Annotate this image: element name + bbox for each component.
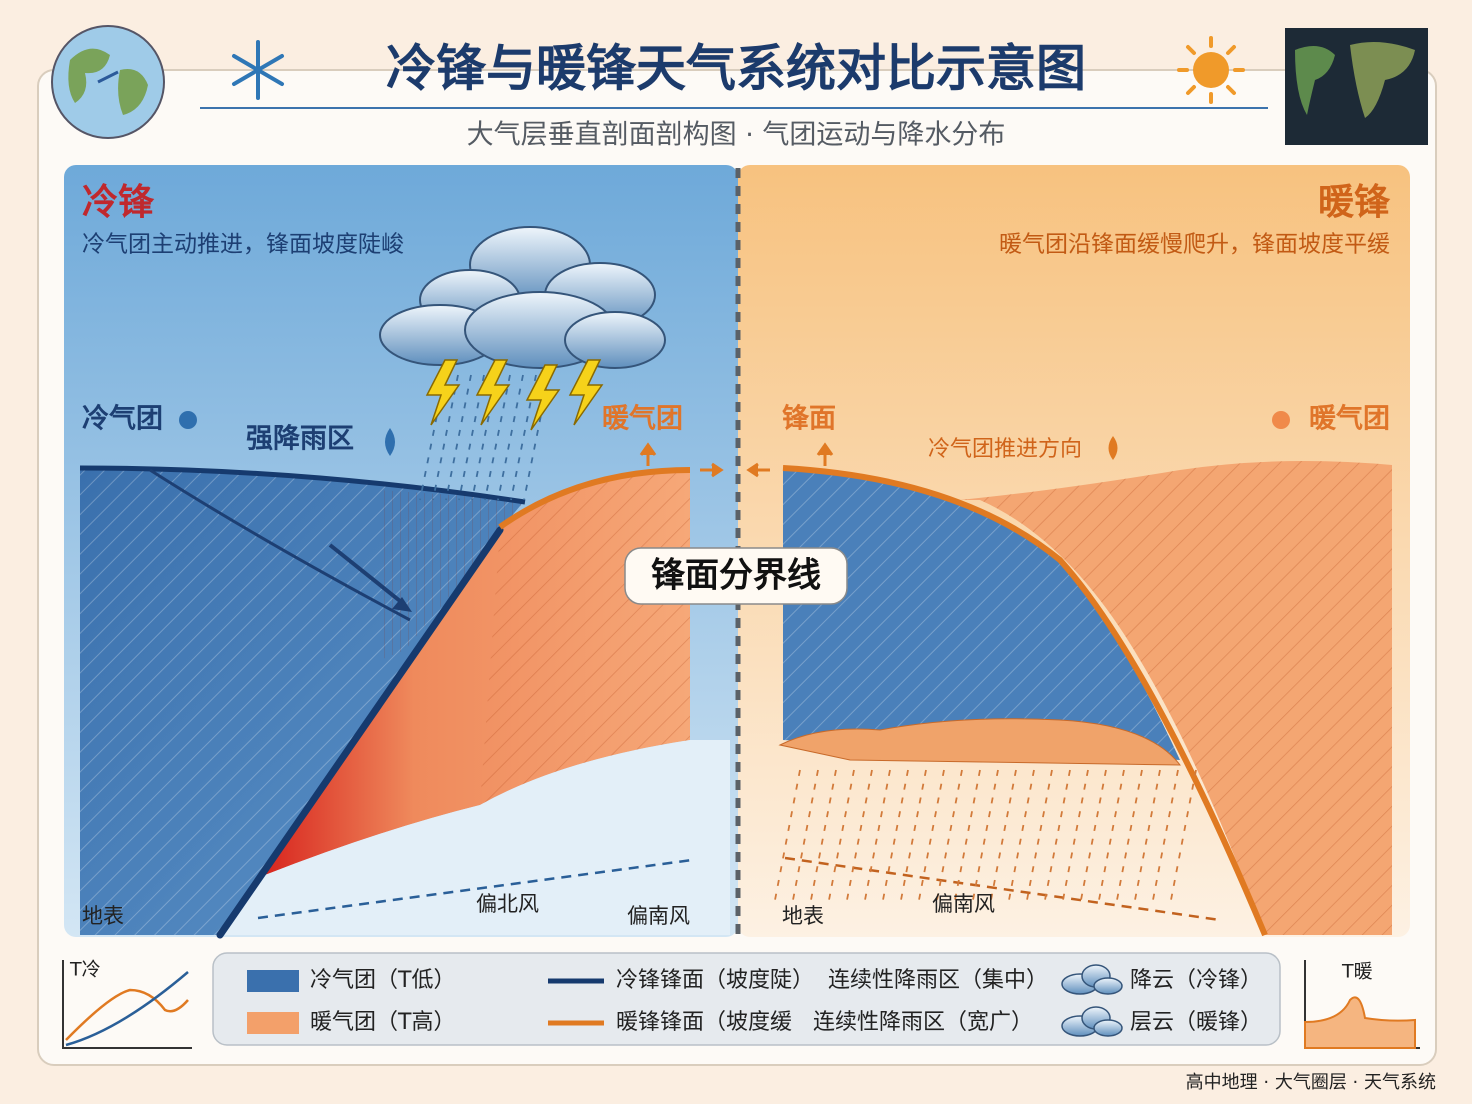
subtitle: 大气层垂直剖面剖构图 · 气团运动与降水分布 (467, 120, 1006, 151)
legend-label: 冷锋锋面（坡度陡） (616, 968, 814, 993)
sun-icon-part (1193, 52, 1229, 88)
cold-description: 冷气团主动推进，锋面坡度陡峻 (82, 232, 404, 258)
cold-front-panel-part (257, 858, 693, 920)
ground-label: 地表 (782, 904, 824, 928)
sun-icon-part (1177, 36, 1245, 104)
cold-push-label: 冷气团推进方向 (928, 437, 1082, 462)
cold-front-panel-part (385, 428, 395, 456)
snowflake-icon-part (232, 54, 284, 86)
legend-label: 层云（暖锋） (1130, 1010, 1262, 1035)
legend-label: 暖气团（T高） (310, 1010, 455, 1035)
mini-chart-part (65, 971, 189, 1047)
globe-icon-part (118, 69, 148, 115)
sun-icon-part-part (1226, 45, 1236, 55)
cold-front-panel-part (216, 526, 504, 939)
warm-front-panel-part (960, 461, 1392, 935)
globe-icon-part (97, 70, 119, 84)
warm-description: 暖气团沿锋面缓慢爬升，锋面坡度平缓 (999, 232, 1390, 258)
cold-front-panel-part (380, 490, 525, 660)
warm-front-panel-part (1108, 436, 1118, 460)
snowflake-icon (232, 40, 284, 100)
mini-chart-label: T冷 (69, 959, 101, 981)
mini-chart-label: T暖 (1341, 961, 1373, 983)
warm-air-label: 暖气团 (602, 404, 683, 435)
mini-chart-part (65, 988, 189, 1041)
legend-label: 冷气团（T低） (310, 968, 455, 993)
legend-cloud-icon-part (1093, 977, 1123, 995)
globe-icon-part (68, 48, 110, 103)
warm-front-panel-part (783, 470, 1180, 760)
divider-badge (624, 547, 848, 605)
footer: 高中地理 · 大气圈层 · 天气系统 (1186, 1072, 1436, 1093)
lightning-part (525, 364, 561, 431)
lightning-part (475, 359, 511, 426)
cold-front-panel-part (179, 411, 197, 429)
legend-swatch (247, 1012, 299, 1034)
legend-label: 连续性降雨区（宽广） (813, 1010, 1033, 1035)
warm-front-panel-part (746, 462, 770, 478)
cold-front-panel-part (700, 462, 724, 478)
sun-icon-part-part (1186, 45, 1196, 55)
cold-front-panel-part (498, 467, 691, 530)
legend-label: 连续性降雨区（集中） (828, 968, 1048, 993)
mini-chart-part (1304, 996, 1416, 1049)
cold-front-panel-part (220, 740, 730, 935)
cold-air-label: 冷气团 (82, 404, 163, 435)
warm-front-panel-part (784, 856, 1221, 922)
wind-label: 偏南风 (932, 892, 995, 916)
cold-front-panel-part (328, 543, 407, 607)
globe-icon (51, 25, 165, 139)
lightning-part (425, 359, 461, 426)
mini-chart-part (62, 960, 192, 1049)
sun-icon-part-part (1186, 85, 1196, 95)
wind-label: 偏南风 (627, 904, 690, 928)
ground-label: 地表 (82, 904, 124, 928)
legend-cloud-icon-part (1093, 1019, 1123, 1037)
legend-label: 暖锋锋面（坡度缓 (616, 1010, 792, 1035)
sun-icon (1177, 36, 1245, 104)
divider-label: 锋面分界线 (651, 556, 821, 596)
legend-box (212, 952, 1281, 1046)
world-map-part (1350, 41, 1415, 119)
lightning-part (568, 359, 604, 426)
storm-cloud-part (564, 311, 666, 369)
cold-front-panel-part (149, 468, 411, 622)
title: 冷锋与暖锋天气系统对比示意图 (386, 40, 1086, 98)
warm-front-panel-part (782, 465, 1268, 937)
front-label: 锋面 (782, 404, 836, 435)
cold-front-panel-part (392, 597, 412, 612)
warm-front-panel (738, 165, 1410, 937)
storm-cloud (379, 226, 666, 369)
legend-label: 降云（冷锋） (1130, 968, 1262, 993)
cold-heading: 冷锋 (82, 182, 155, 223)
lightning (425, 359, 604, 431)
heavy-rain-label: 强降雨区 (246, 424, 354, 455)
warm-heading: 暖锋 (1318, 182, 1391, 223)
world-map-part (1295, 46, 1335, 115)
world-map (1285, 28, 1428, 145)
mini-chart (62, 960, 1420, 1049)
legend-swatch (247, 970, 299, 992)
sun-icon-part-part (1226, 85, 1236, 95)
warm-front-panel-part (816, 442, 834, 466)
wind-label: 偏北风 (476, 892, 539, 916)
warm-front-panel-part (778, 718, 1182, 766)
warm-air-label: 暖气团 (1309, 404, 1390, 435)
legend-cloud-icon (1061, 964, 1123, 1037)
cold-front-panel-part (639, 442, 657, 466)
cold-front-panel-part (79, 465, 526, 505)
warm-front-panel-part (1272, 411, 1290, 429)
